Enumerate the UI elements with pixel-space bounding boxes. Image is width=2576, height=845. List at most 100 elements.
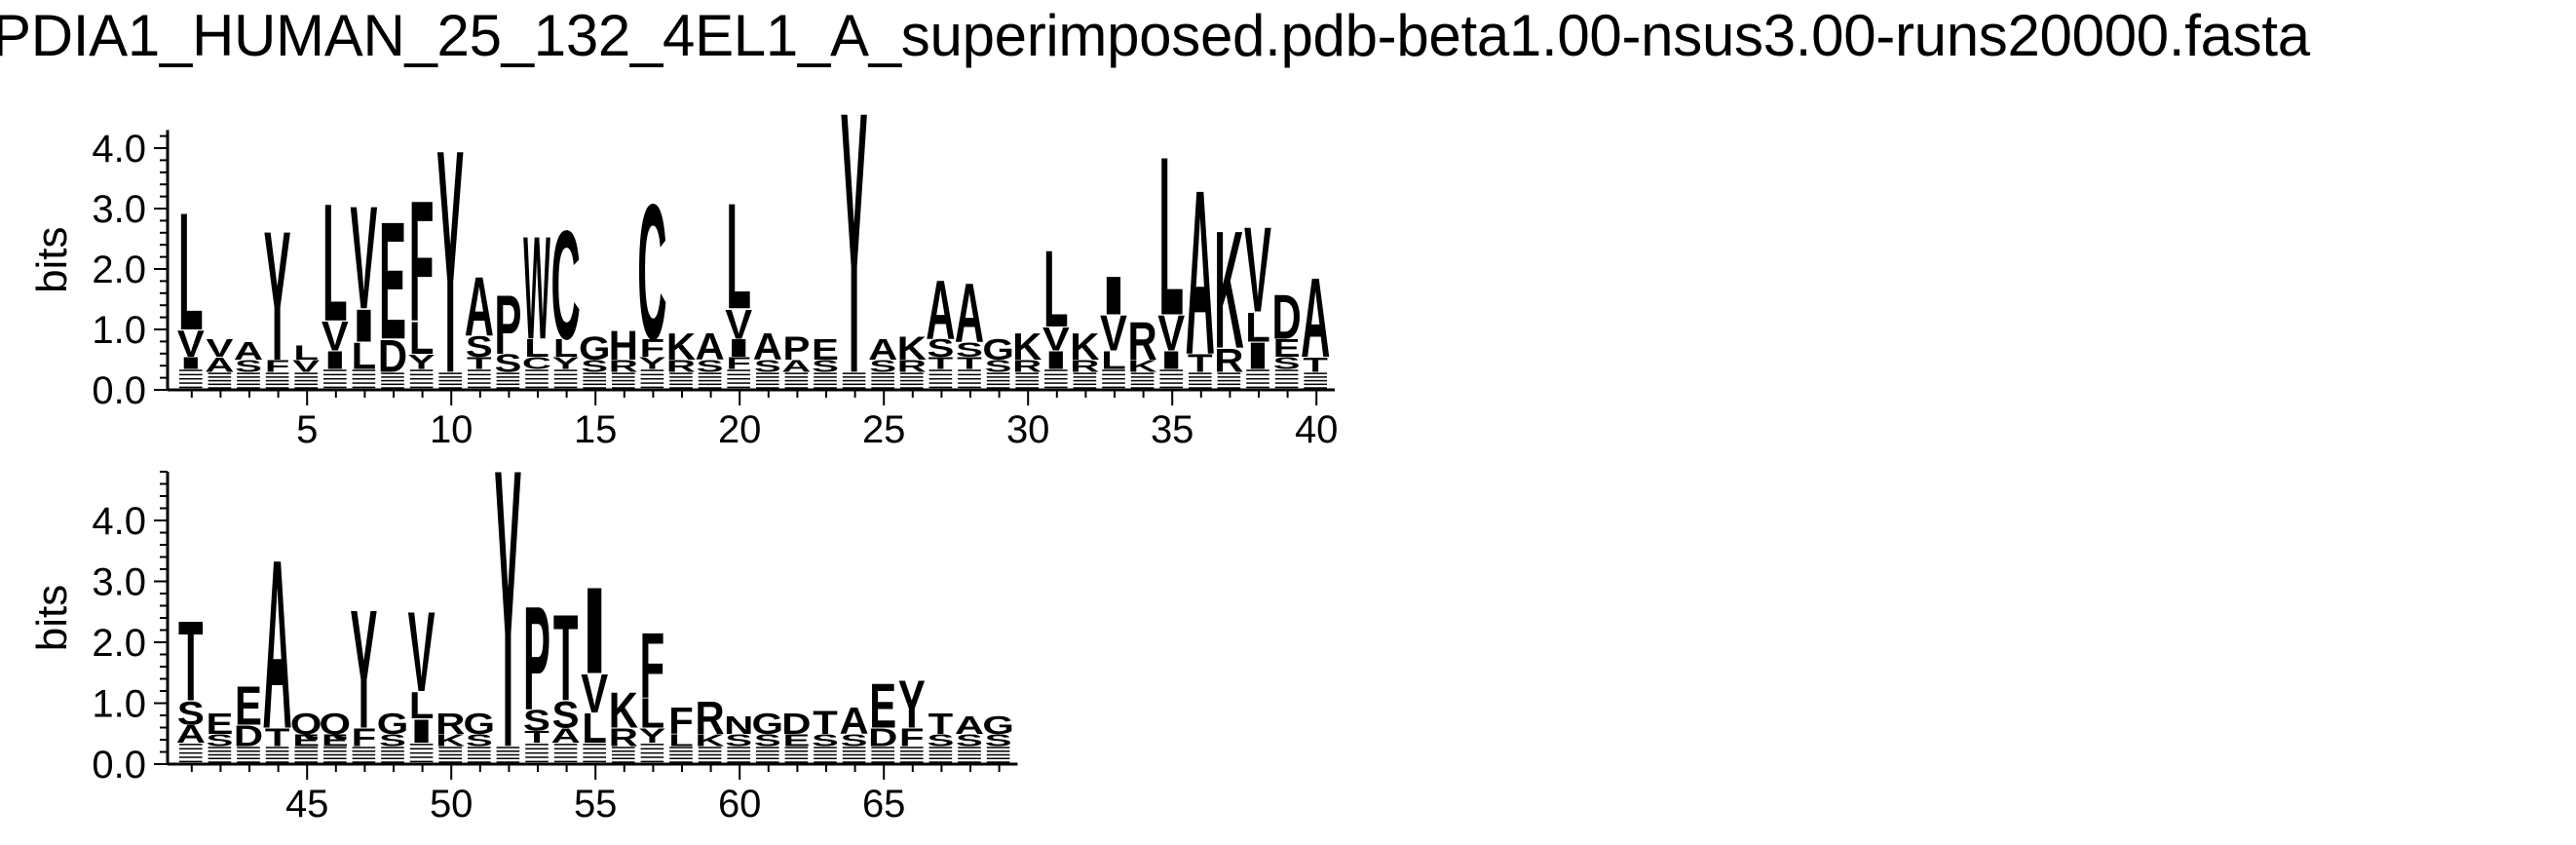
minor-letter-mark <box>583 387 606 389</box>
minor-letter-mark <box>237 750 260 752</box>
logo-letter: S <box>206 731 233 750</box>
logo-letter: D <box>1272 282 1302 352</box>
minor-letter-mark <box>900 761 924 763</box>
logo-letter: A <box>263 509 292 779</box>
logo-column: AV <box>205 335 234 389</box>
minor-letter-mark <box>1304 387 1327 389</box>
minor-letter-mark <box>468 377 491 380</box>
minor-letter-mark <box>727 753 750 756</box>
logo-letter: I <box>1100 265 1126 326</box>
minor-letter-mark <box>698 761 722 763</box>
minor-letter-mark <box>468 753 491 756</box>
logo-letter: F <box>352 723 377 751</box>
logo-column: VL <box>292 341 321 389</box>
logo-letter: S <box>466 731 493 750</box>
minor-letter-mark <box>871 376 894 378</box>
minor-letter-mark <box>1073 379 1097 382</box>
minor-letter-mark <box>640 760 664 763</box>
minor-letter-mark <box>958 382 981 384</box>
logo-letter: A <box>1186 140 1215 403</box>
minor-letter-mark <box>698 379 722 382</box>
logo-letter: S <box>812 731 839 750</box>
minor-letter-mark <box>756 376 779 378</box>
minor-letter-mark <box>842 387 866 389</box>
logo-column: FY <box>350 575 377 764</box>
logo-column: KR <box>1128 311 1157 389</box>
logo-letter: T <box>467 354 492 372</box>
logo-column: SA <box>840 699 869 763</box>
logo-letter: A <box>551 724 581 748</box>
minor-letter-mark <box>669 383 693 386</box>
minor-letter-mark <box>814 376 837 378</box>
minor-letter-mark <box>583 760 606 763</box>
minor-letter-mark <box>237 757 260 759</box>
logo-letter: R <box>666 357 696 375</box>
logo-column: IVL <box>322 169 349 389</box>
logo-letter: A <box>955 267 984 360</box>
minor-letter-mark <box>928 761 953 763</box>
minor-letter-mark <box>958 753 981 756</box>
minor-letter-mark <box>323 377 347 380</box>
logo-letter: E <box>322 731 349 750</box>
logo-letter: R <box>897 357 927 375</box>
x-tick-label: 65 <box>862 783 906 826</box>
minor-letter-mark <box>468 750 491 752</box>
minor-letter-mark <box>986 383 1010 386</box>
minor-letter-mark <box>1130 387 1155 389</box>
minor-letter-mark <box>871 753 894 756</box>
minor-letter-mark <box>553 373 578 376</box>
logo-letter: T <box>957 354 982 372</box>
logo-column: YFC <box>637 165 667 389</box>
logo-letter: L <box>1158 111 1184 364</box>
logo-letter: R <box>1012 357 1042 375</box>
minor-letter-mark <box>553 756 578 758</box>
minor-letter-mark <box>1130 376 1155 378</box>
minor-letter-mark <box>1274 377 1299 380</box>
minor-letter-mark <box>294 747 318 749</box>
minor-letter-mark <box>525 744 549 746</box>
logo-letter: E <box>292 731 320 750</box>
minor-letter-mark <box>756 753 779 756</box>
minor-letter-mark <box>986 750 1010 752</box>
logo-letter: G <box>579 329 611 367</box>
logo-letter: Q <box>320 707 352 740</box>
minor-letter-mark <box>323 369 347 371</box>
minor-letter-mark <box>900 747 924 749</box>
minor-letter-mark <box>640 377 664 380</box>
x-tick-label: 25 <box>862 408 906 451</box>
minor-letter-mark <box>323 382 347 384</box>
logo-column: YLF <box>408 166 436 389</box>
logo-column: SN <box>724 711 753 763</box>
minor-letter-mark <box>612 376 635 378</box>
minor-letter-mark <box>1044 369 1068 371</box>
logo-letter: E <box>379 187 406 374</box>
logo-letter: F <box>668 699 694 742</box>
logo-letter: G <box>464 707 496 740</box>
logo-column: EQ <box>290 707 322 763</box>
minor-letter-mark <box>1073 376 1097 378</box>
minor-letter-mark <box>871 383 894 386</box>
logo-letter: S <box>927 731 954 750</box>
minor-letter-mark <box>583 748 606 749</box>
minor-letter-mark <box>784 747 809 749</box>
minor-letter-mark <box>1246 377 1269 380</box>
minor-letter-mark <box>1304 379 1327 382</box>
minor-letter-mark <box>525 386 549 389</box>
minor-letter-mark <box>496 372 520 374</box>
logo-letter: T <box>928 354 954 372</box>
logo-column: SP <box>494 279 521 389</box>
minor-letter-mark <box>525 382 549 384</box>
minor-letter-mark <box>265 753 289 756</box>
logo-column: DE <box>378 187 407 389</box>
logo-column: TA <box>1186 140 1215 403</box>
logo-column: RH <box>609 322 638 389</box>
logo-column: LIV <box>350 176 377 389</box>
minor-letter-mark <box>756 383 779 386</box>
logo-column: AP <box>781 329 811 389</box>
logo-letter: L <box>293 341 319 365</box>
logo-column: SG <box>377 707 408 763</box>
logo-letter: S <box>379 731 406 750</box>
minor-letter-mark <box>438 747 462 749</box>
minor-letter-mark <box>1217 387 1241 389</box>
